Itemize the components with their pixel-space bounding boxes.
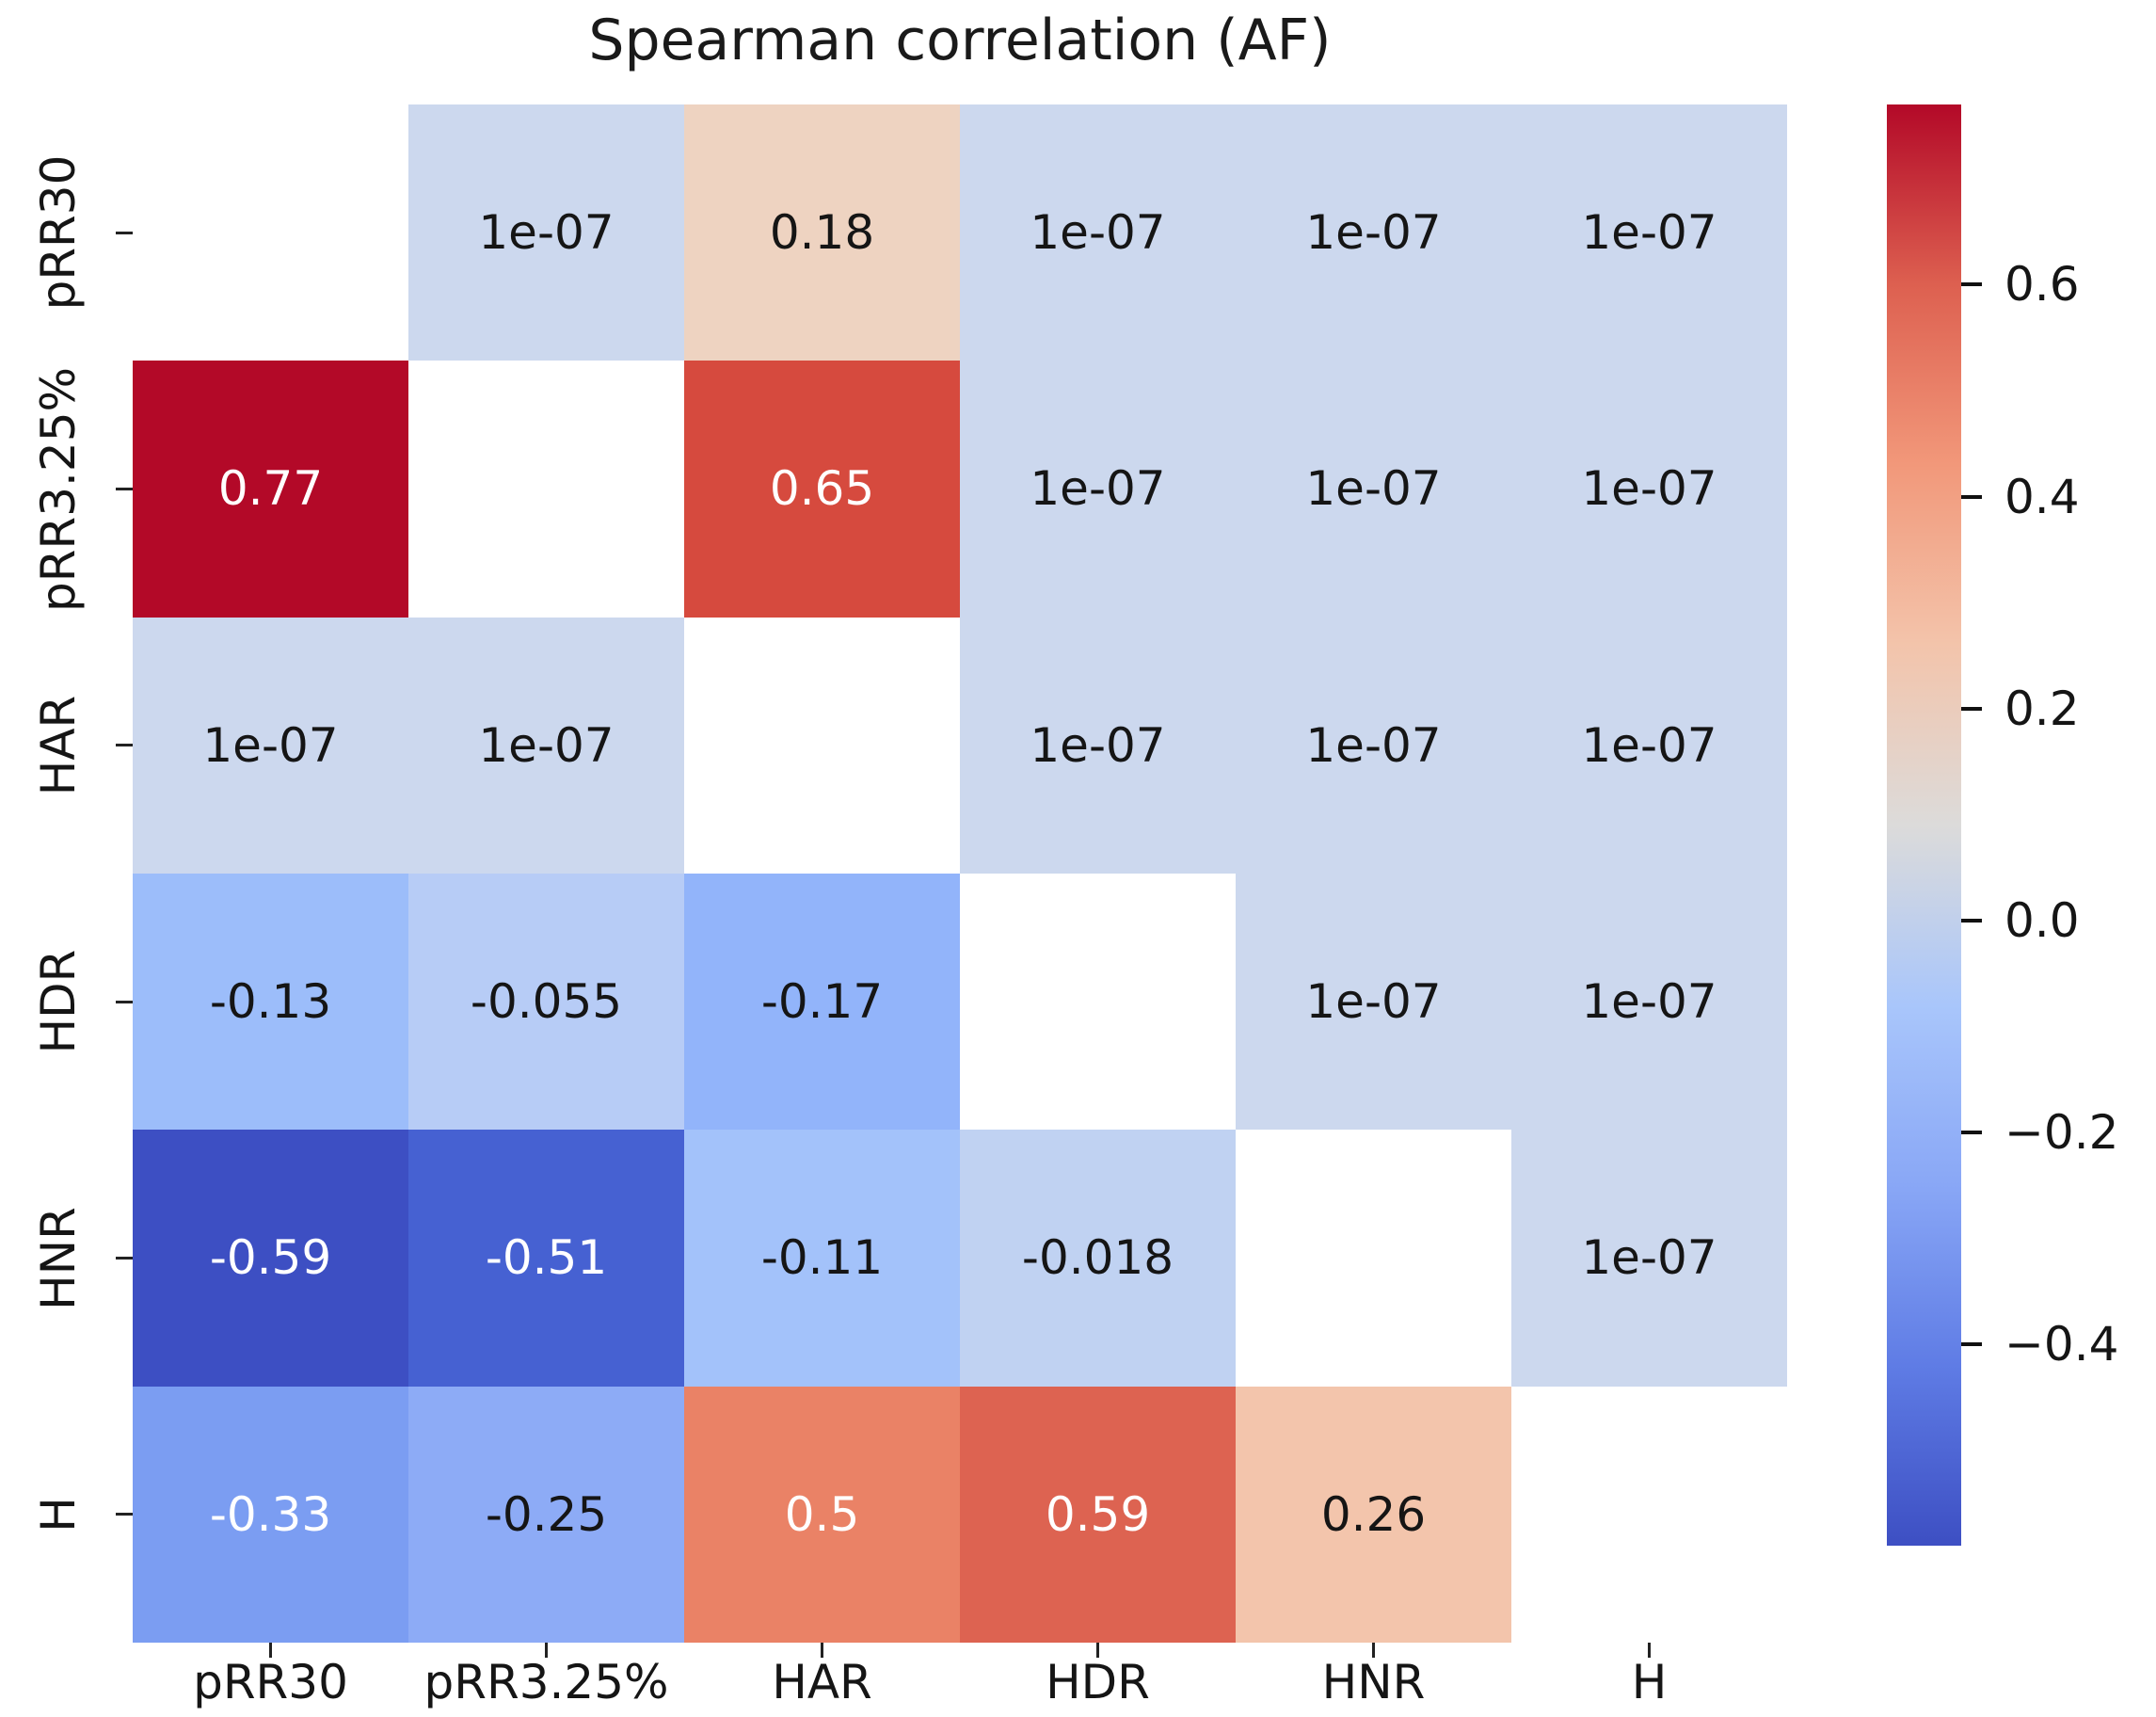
heatmap-cell: [133, 104, 408, 361]
y-axis-tick: [116, 744, 133, 747]
heatmap-cell: -0.13: [133, 874, 408, 1131]
y-axis-tick: [116, 1000, 133, 1003]
heatmap-cell: 1e-07: [1511, 874, 1787, 1131]
x-axis-tick: [821, 1643, 823, 1658]
colorbar-tick-label: −0.4: [2004, 1317, 2119, 1372]
colorbar-tick: [1961, 918, 1982, 923]
heatmap-cell: [960, 874, 1236, 1131]
heatmap-cell: -0.25: [408, 1386, 684, 1643]
heatmap-cell: -0.59: [133, 1130, 408, 1387]
colorbar-tick: [1961, 706, 1982, 711]
y-tick-label: HAR: [31, 695, 86, 796]
heatmap-grid: 1e-07 0.18 1e-07 1e-07 1e-07 0.77 0.65 1e-07 1e-…: [133, 104, 1787, 1643]
x-tick-label: HDR: [1046, 1655, 1150, 1709]
y-axis-tick: [116, 1513, 133, 1516]
heatmap-cell: 1e-07: [1511, 617, 1787, 874]
heatmap-cell: -0.17: [684, 874, 960, 1131]
heatmap-cell: 1e-07: [960, 361, 1236, 618]
colorbar-tick: [1961, 282, 1982, 287]
heatmap-cell: -0.33: [133, 1386, 408, 1643]
heatmap-cell: -0.51: [408, 1130, 684, 1387]
y-tick-label: pRR30: [31, 154, 86, 311]
colorbar-tick-label: 0.6: [2004, 257, 2080, 313]
heatmap-cell: 1e-07: [960, 104, 1236, 361]
heatmap-cell: 0.77: [133, 361, 408, 618]
heatmap-cell: 0.26: [1236, 1386, 1511, 1643]
x-tick-label: HNR: [1321, 1655, 1426, 1709]
heatmap-cell: 1e-07: [408, 617, 684, 874]
heatmap-cell: 1e-07: [133, 617, 408, 874]
heatmap-cell: 1e-07: [1511, 361, 1787, 618]
x-tick-label: pRR30: [193, 1655, 348, 1709]
heatmap-cell: 0.18: [684, 104, 960, 361]
heatmap-cell: 1e-07: [1511, 104, 1787, 361]
y-tick-label: pRR3.25%: [31, 366, 86, 612]
y-axis-tick: [116, 231, 133, 234]
heatmap-cell: [1511, 1386, 1787, 1643]
x-axis-tick: [1096, 1643, 1099, 1658]
colorbar-tick-label: −0.2: [2004, 1104, 2119, 1160]
colorbar-tick: [1961, 494, 1982, 499]
heatmap-cell: 0.59: [960, 1386, 1236, 1643]
x-axis-tick: [545, 1643, 548, 1658]
x-axis-tick: [269, 1643, 272, 1658]
colorbar-tick-label: 0.0: [2004, 892, 2080, 948]
heatmap-cell: [684, 617, 960, 874]
x-axis-tick: [1372, 1643, 1375, 1658]
y-tick-label: H: [31, 1497, 86, 1532]
heatmap-cell: [1236, 1130, 1511, 1387]
heatmap-cell: 0.5: [684, 1386, 960, 1643]
heatmap-cell: 1e-07: [408, 104, 684, 361]
y-tick-label: HDR: [31, 949, 86, 1054]
y-axis-tick: [116, 488, 133, 490]
y-tick-label: HNR: [31, 1206, 86, 1310]
y-axis-tick: [116, 1257, 133, 1260]
x-tick-label: HAR: [772, 1655, 872, 1709]
x-tick-label: H: [1631, 1655, 1668, 1709]
heatmap-cell: 0.65: [684, 361, 960, 618]
colorbar-tick-label: 0.2: [2004, 681, 2080, 736]
heatmap-cell: -0.018: [960, 1130, 1236, 1387]
colorbar: [1887, 104, 1961, 1546]
heatmap-cell: 1e-07: [1236, 617, 1511, 874]
x-tick-label: pRR3.25%: [423, 1655, 669, 1709]
colorbar-tick: [1961, 1130, 1982, 1134]
chart-title: Spearman correlation (AF): [588, 8, 1332, 73]
heatmap-cell: [408, 361, 684, 618]
heatmap-cell: 1e-07: [1236, 361, 1511, 618]
colorbar-tick-label: 0.4: [2004, 469, 2080, 524]
heatmap-cell: -0.11: [684, 1130, 960, 1387]
heatmap-cell: 1e-07: [960, 617, 1236, 874]
heatmap-cell: 1e-07: [1236, 874, 1511, 1131]
heatmap-cell: 1e-07: [1511, 1130, 1787, 1387]
x-axis-tick: [1648, 1643, 1651, 1658]
colorbar-tick: [1961, 1342, 1982, 1347]
heatmap-cell: 1e-07: [1236, 104, 1511, 361]
heatmap-cell: -0.055: [408, 874, 684, 1131]
